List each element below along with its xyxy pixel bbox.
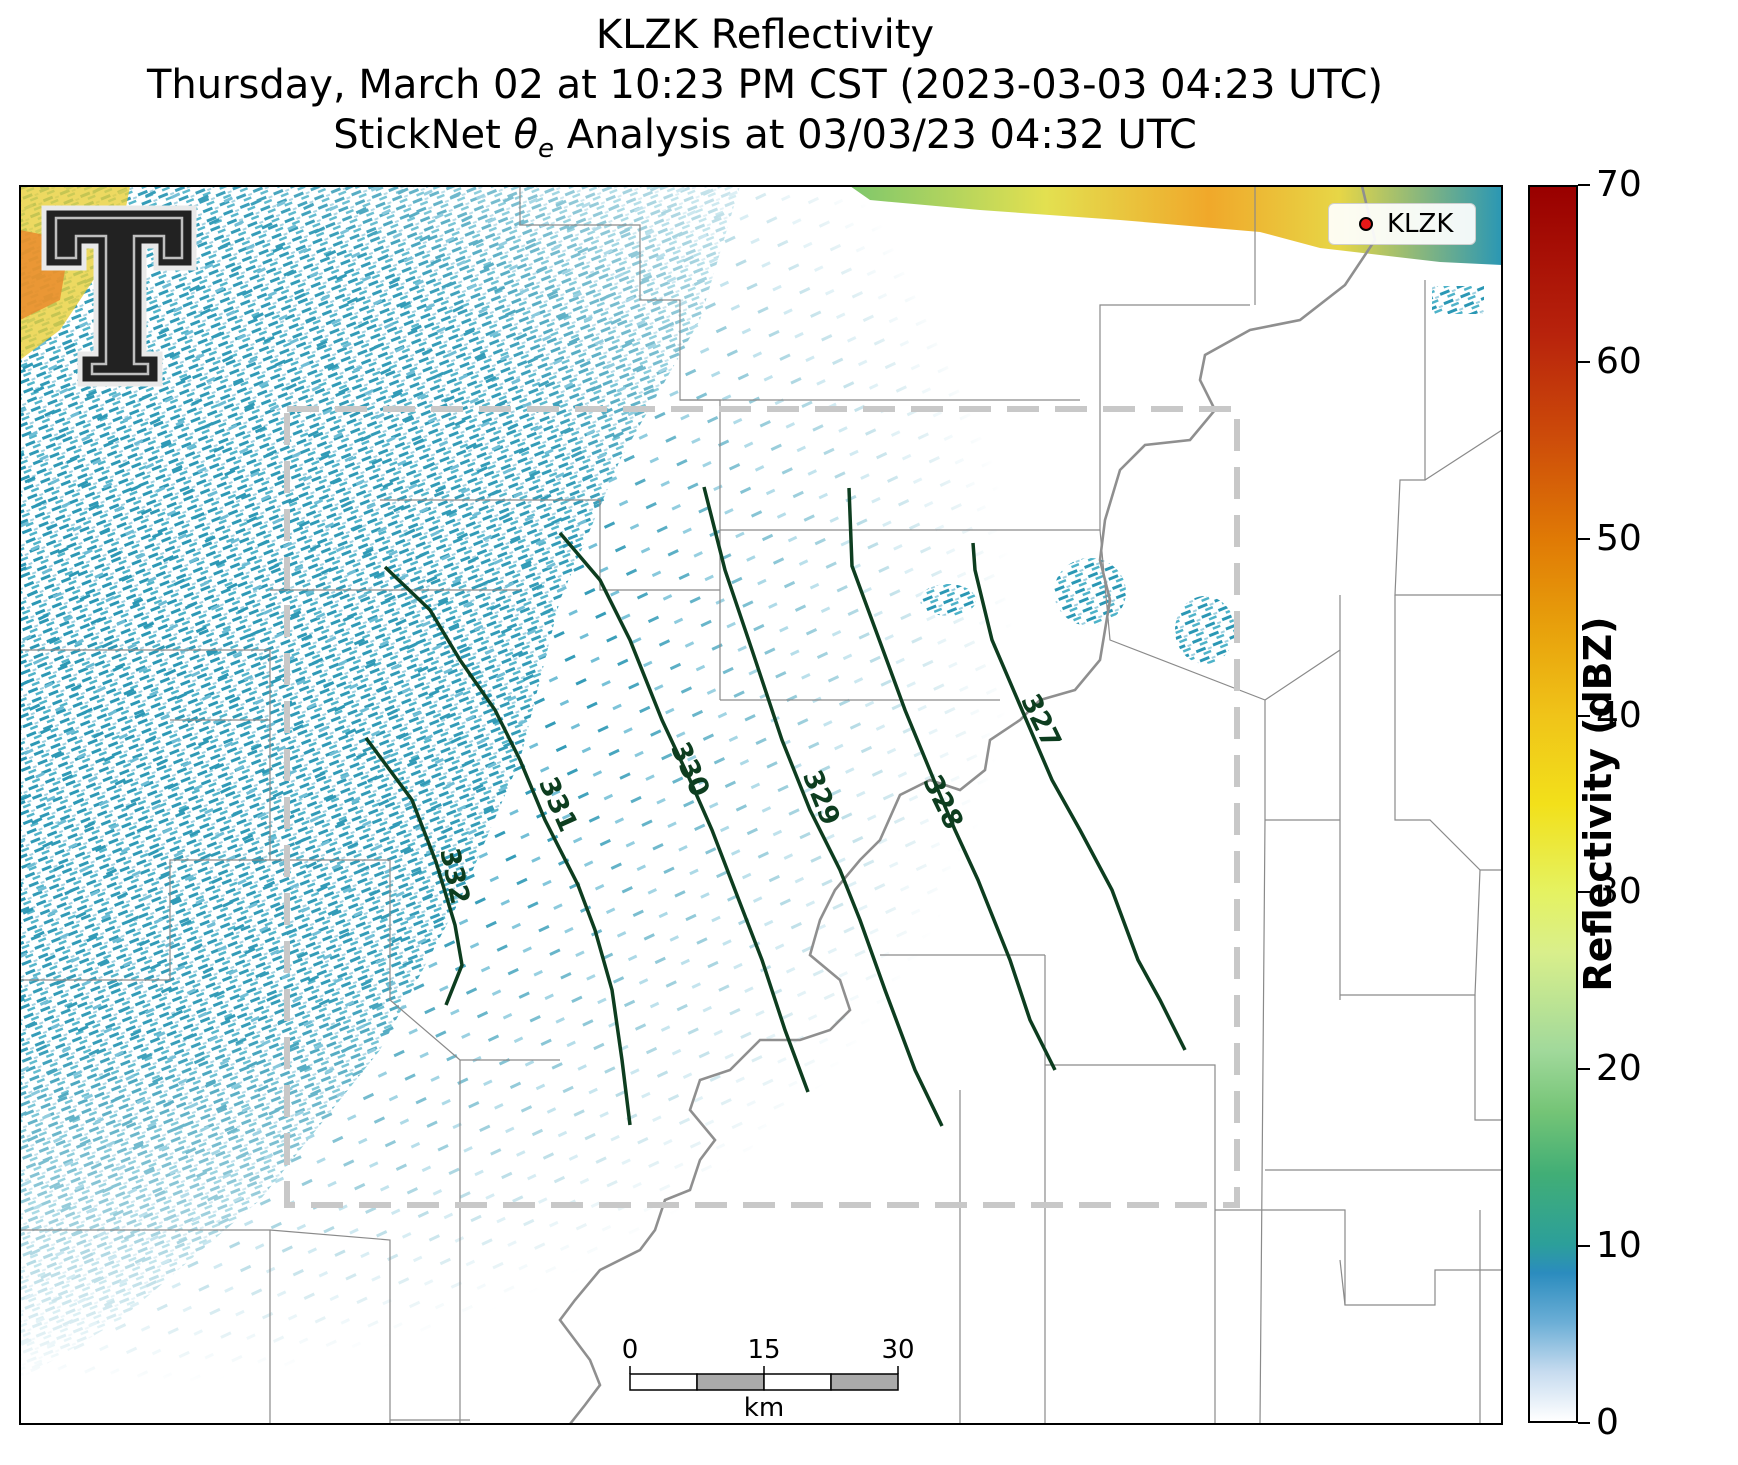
colorbar-tick-mark (1578, 1422, 1590, 1424)
title-line-3-suffix: Analysis at 03/03/23 04:32 UTC (553, 112, 1197, 158)
colorbar-tick-mark (1578, 537, 1590, 540)
contour-331 (383, 565, 632, 1126)
map-frame (19, 185, 1503, 1425)
river (558, 186, 1377, 1424)
colorbar-tick-label: 60 (1596, 340, 1642, 382)
theta-e-contours (364, 486, 1187, 1127)
colorbar-tick-label: 0 (1596, 1402, 1619, 1443)
theta-subscript: e (537, 134, 554, 164)
colorbar-tick-mark (1578, 360, 1590, 363)
title-line-1: KLZK Reflectivity (595, 12, 935, 58)
colorbar-tick-mark (1578, 1068, 1590, 1071)
colorbar-tick-label: 40 (1596, 694, 1642, 736)
contour-330 (558, 531, 810, 1093)
county-boundaries (20, 186, 1502, 1424)
analysis-domain-box (284, 406, 1240, 1208)
title-line-3: StickNet θe Analysis at 03/03/23 04:32 U… (0, 110, 1530, 174)
colorbar-tick-mark (1578, 1245, 1590, 1248)
contour-327 (971, 542, 1187, 1051)
colorbar (1528, 185, 1578, 1423)
colorbar-tick-label: 70 (1596, 164, 1642, 205)
radar-site-marker-icon (1359, 217, 1373, 231)
colorbar-tick-label: 20 (1596, 1048, 1642, 1090)
colorbar-tick-mark (1578, 184, 1590, 186)
map-legend: KLZK (1328, 203, 1476, 245)
colorbar-tick-mark (1578, 891, 1590, 894)
colorbar-title: Reflectivity (dBZ) (1576, 616, 1620, 992)
scale-bar (629, 1366, 899, 1391)
scale-tick-0: 0 (621, 1335, 639, 1365)
title-line-3-prefix: StickNet (333, 112, 514, 158)
theta-symbol: θ (513, 112, 538, 158)
contour-328 (847, 487, 1057, 1071)
legend-label: KLZK (1387, 209, 1454, 239)
title-line-2: Thursday, March 02 at 10:23 PM CST (2023… (146, 62, 1384, 108)
contour-332 (364, 736, 464, 1006)
colorbar-tick-label: 30 (1596, 871, 1642, 913)
scale-tick-15: 15 (747, 1335, 781, 1365)
texas-tech-logo (41, 205, 197, 387)
figure-title: KLZK Reflectivity Thursday, March 02 at … (0, 10, 1530, 174)
colorbar-tick-label: 50 (1596, 517, 1642, 559)
contour-329 (702, 486, 944, 1127)
colorbar-tick-label: 10 (1596, 1225, 1642, 1267)
scale-unit: km (743, 1393, 785, 1423)
colorbar-tick-mark (1578, 714, 1590, 717)
scale-tick-30: 30 (881, 1335, 915, 1365)
